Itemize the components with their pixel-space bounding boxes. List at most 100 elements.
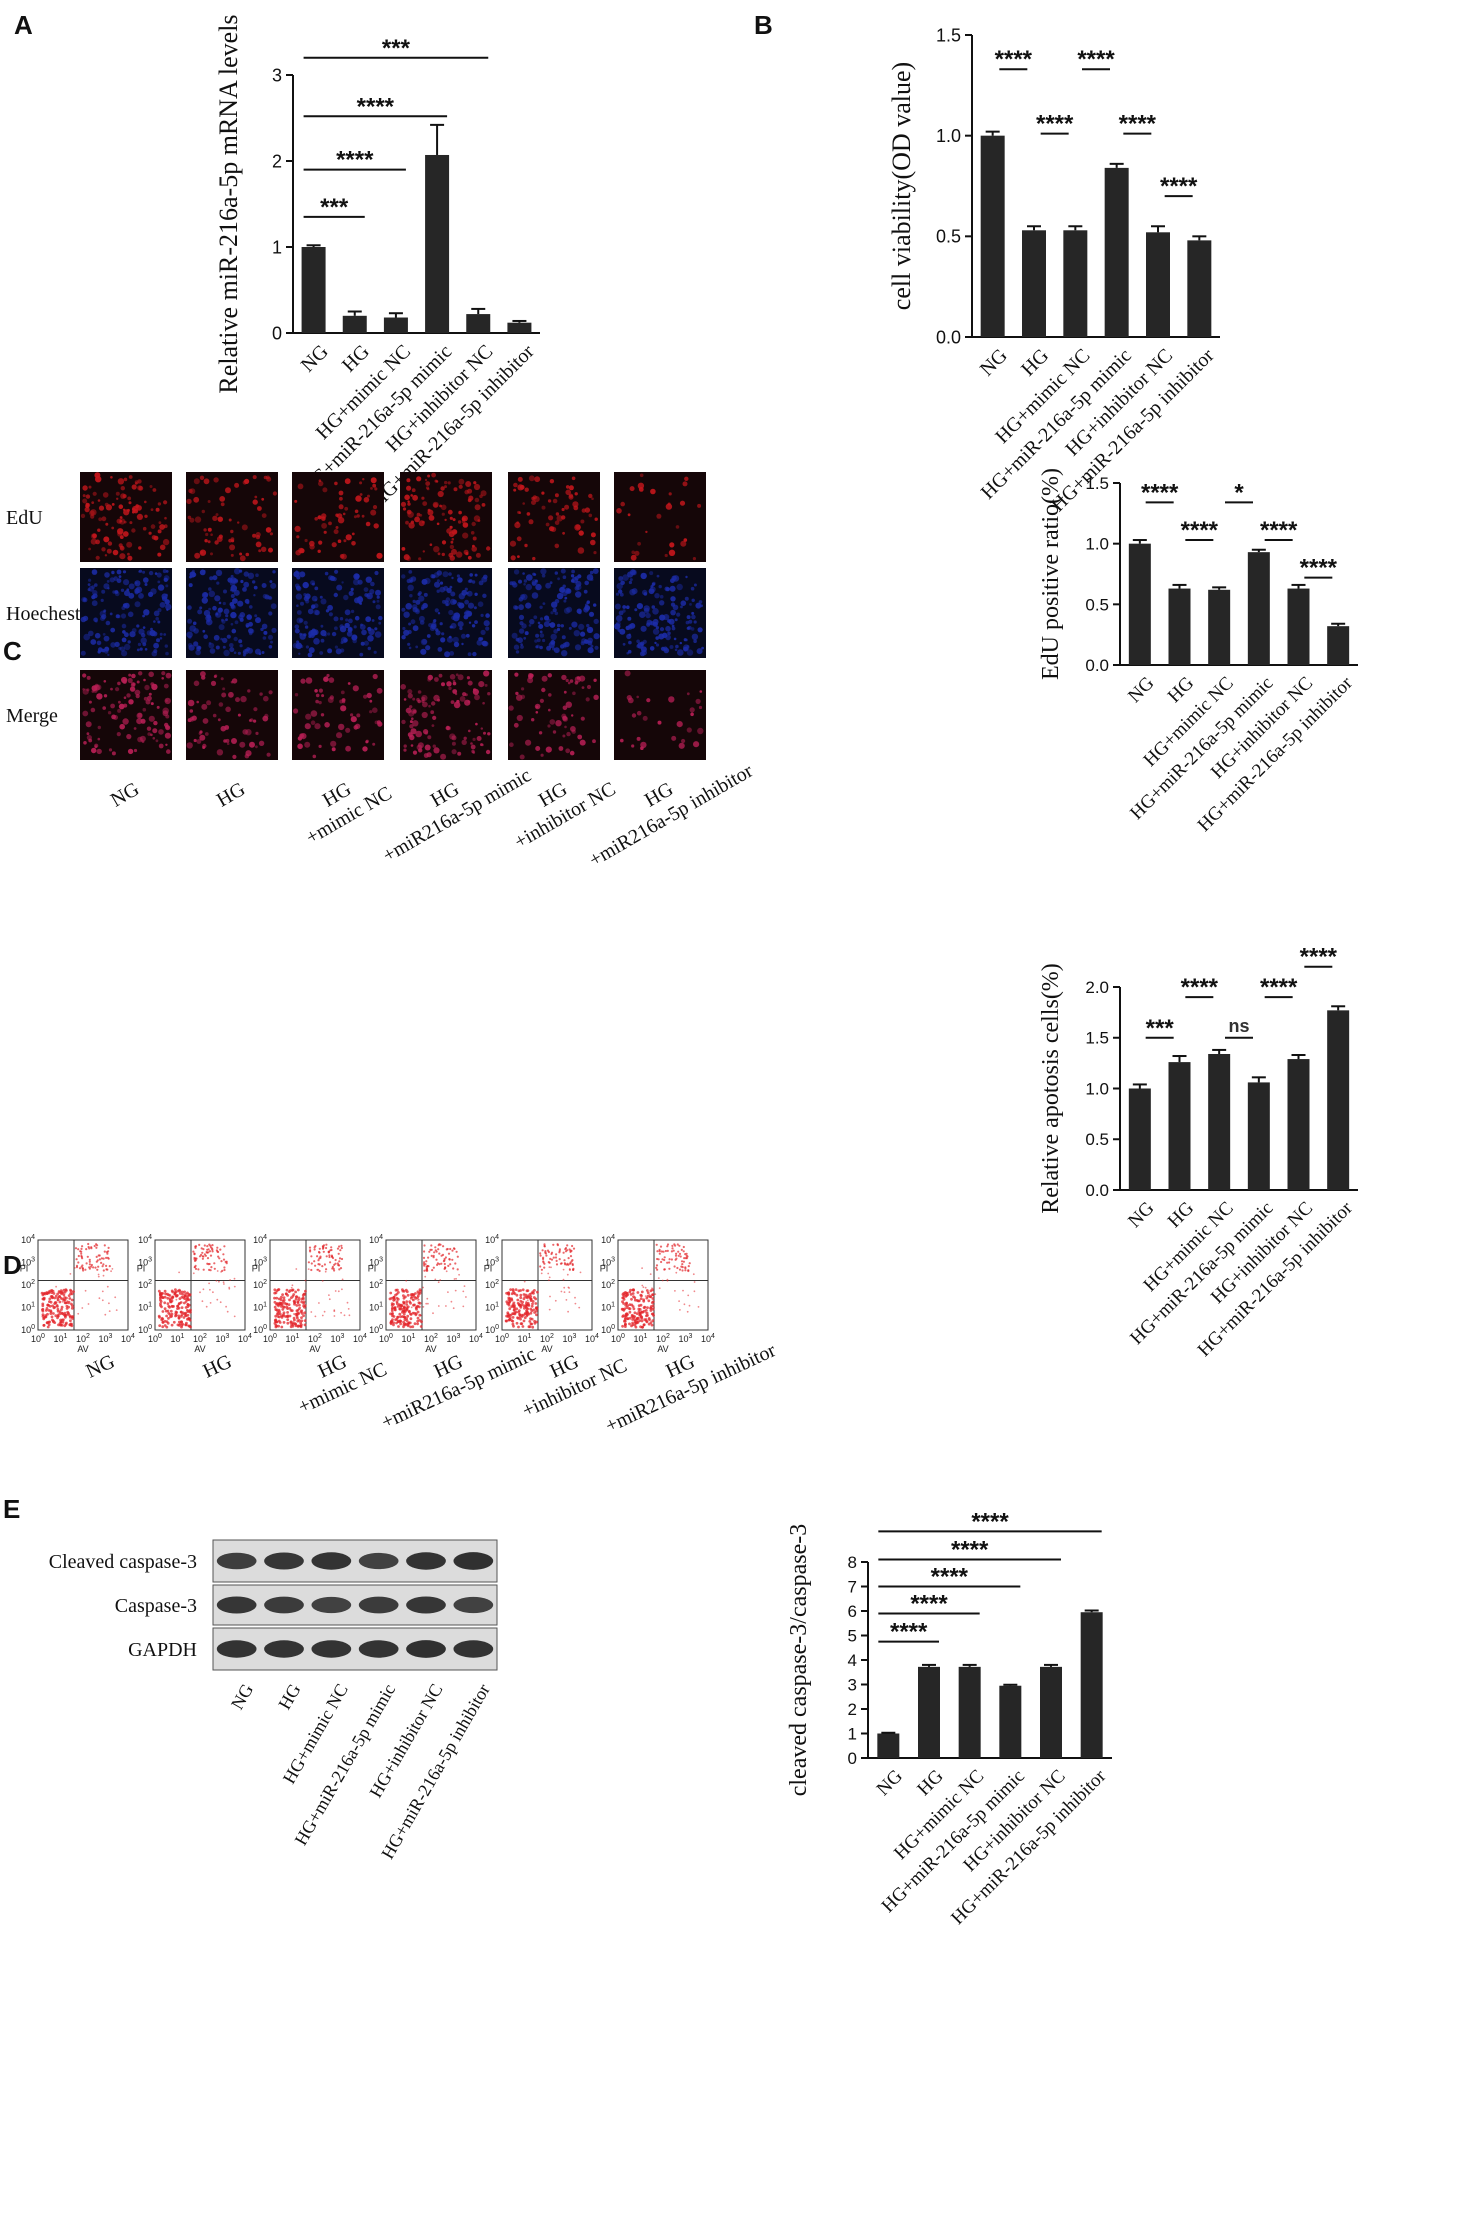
event-dot [273,1300,277,1304]
cell-dot [263,695,269,702]
event-dot [651,1312,655,1316]
event-dot [67,1300,71,1304]
event-dot [187,1303,191,1307]
significance-label: **** [1260,517,1298,544]
event-dot [44,1309,48,1312]
cell-dot [317,549,321,553]
event-dot [622,1302,625,1305]
cell-dot [338,723,345,731]
cell-dot [231,738,237,744]
event-dot [633,1296,637,1300]
cell-dot [670,602,676,607]
bar [1104,167,1129,337]
cell-dot [480,743,483,747]
cell-dot [230,589,233,592]
cell-dot [690,586,695,591]
event-dot [692,1273,695,1276]
cell-dot [412,625,419,632]
x-tick-label: 101 [171,1333,185,1344]
exponent: 1 [263,1302,267,1309]
cell-dot [542,638,546,643]
cell-dot [165,699,168,702]
bar [1080,1612,1103,1758]
exponent: 2 [379,1279,383,1286]
cell-dot [471,624,476,628]
significance-label: **** [336,147,374,174]
cell-dot [487,692,491,696]
event-dot [395,1300,399,1304]
cell-dot [640,646,647,653]
event-dot [519,1322,523,1325]
bar [507,322,532,333]
cell-dot [668,549,676,556]
exponent: 2 [86,1333,90,1340]
cell-dot [568,493,574,498]
cell-dot [412,697,416,701]
cell-dot [475,722,478,726]
event-dot [403,1318,407,1322]
cell-dot [552,498,558,504]
cell-dot [677,649,684,656]
cell-dot [539,633,545,638]
event-dot [163,1324,167,1327]
cell-dot [622,609,626,613]
cell-dot [294,525,301,533]
cell-dot [82,673,87,678]
cell-dot [120,588,125,592]
cell-dot [376,687,383,694]
cell-dot [475,552,481,558]
cell-dot [230,594,235,598]
event-dot [346,1301,349,1304]
event-dot [322,1250,325,1253]
cell-dot [212,575,218,581]
cell-dot [468,579,473,583]
cell-dot [85,721,92,728]
event-dot [628,1322,631,1326]
cell-dot [695,602,702,609]
cell-dot [201,509,205,514]
event-dot [402,1312,406,1316]
event-dot [54,1314,58,1318]
event-dot [674,1258,677,1261]
cell-dot [258,549,262,553]
image-bg [400,670,492,760]
cell-dot [480,629,486,636]
cell-dot [616,508,622,514]
cell-dot [447,481,451,485]
event-dot [529,1311,533,1315]
event-dot [328,1254,331,1257]
cell-dot [453,487,458,492]
cell-dot [522,572,525,575]
cell-dot [513,482,518,488]
cell-dot [516,714,523,722]
cell-dot [307,652,313,658]
event-dot [178,1292,182,1295]
cell-dot [640,572,647,580]
cell-dot [518,614,525,621]
cell-dot [592,739,596,744]
cell-dot [249,718,254,722]
y-tick-label: 4 [848,1651,857,1670]
cell-dot [318,700,322,705]
event-dot [292,1316,296,1320]
cell-dot [680,600,687,606]
event-dot [644,1286,647,1289]
cell-dot [155,617,159,621]
axis-label-av: AV [309,1344,320,1354]
cell-dot [528,673,533,678]
cell-dot [294,693,299,697]
cell-dot [217,516,223,522]
cell-dot [619,628,626,635]
event-dot [397,1291,400,1294]
cell-dot [311,582,315,586]
bar [980,135,1005,337]
event-dot [88,1247,91,1250]
cell-dot [683,638,687,642]
cell-dot [135,581,138,585]
cell-dot [157,580,161,584]
exponent: 4 [595,1333,599,1340]
cell-dot [374,570,379,576]
cell-dot [452,679,456,683]
cell-dot [436,579,440,583]
